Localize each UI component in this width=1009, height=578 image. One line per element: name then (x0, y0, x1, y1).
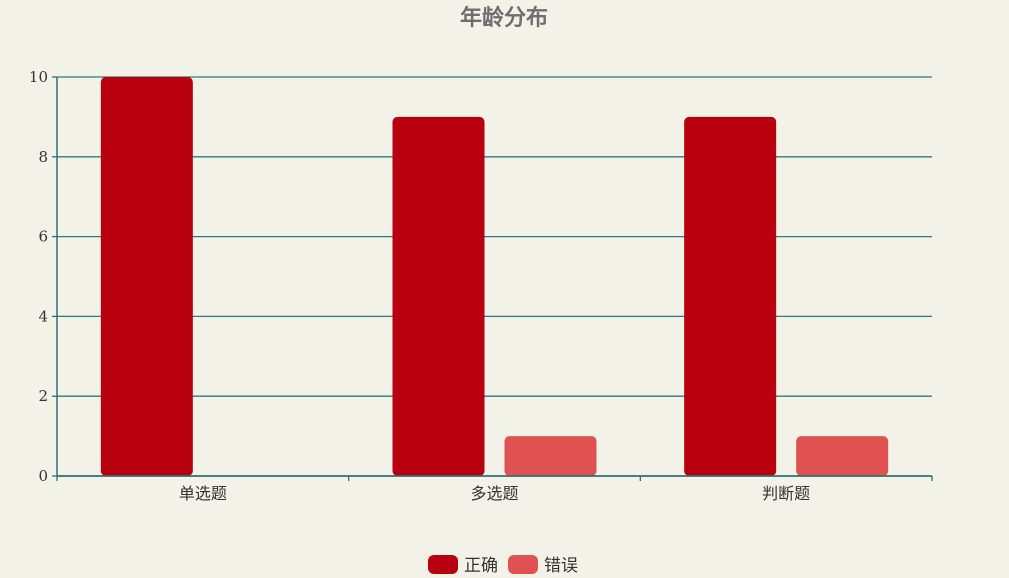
y-tick-label: 8 (38, 148, 48, 166)
legend-swatch (428, 555, 458, 574)
x-tick-label: 判断题 (762, 484, 810, 503)
bar-correct-0 (100, 77, 193, 476)
legend-swatch (508, 555, 538, 574)
axes: 0 2 4 6 8 10 单选题 多选题 判断题 (29, 68, 933, 503)
x-tick-label: 多选题 (470, 484, 518, 503)
legend-label: 错误 (544, 556, 578, 576)
bars (100, 77, 889, 477)
legend[interactable]: 正确 错误 (428, 555, 578, 576)
y-tick-label: 4 (38, 307, 48, 325)
legend-item-wrong[interactable]: 错误 (508, 555, 578, 576)
bar-wrong-1 (504, 436, 597, 476)
bar-correct-1 (392, 116, 485, 477)
y-tick-label: 6 (38, 228, 48, 246)
y-tick-label: 2 (38, 387, 48, 405)
bar-wrong-2 (796, 436, 889, 476)
y-tick-label: 10 (29, 68, 48, 86)
x-tick-label: 单选题 (179, 484, 227, 503)
chart-title: 年龄分布 (460, 5, 548, 31)
y-tick-label: 0 (38, 467, 48, 485)
legend-label: 正确 (464, 556, 498, 576)
gridlines (57, 76, 932, 397)
legend-item-correct[interactable]: 正确 (428, 555, 498, 576)
bar-correct-2 (684, 116, 777, 477)
